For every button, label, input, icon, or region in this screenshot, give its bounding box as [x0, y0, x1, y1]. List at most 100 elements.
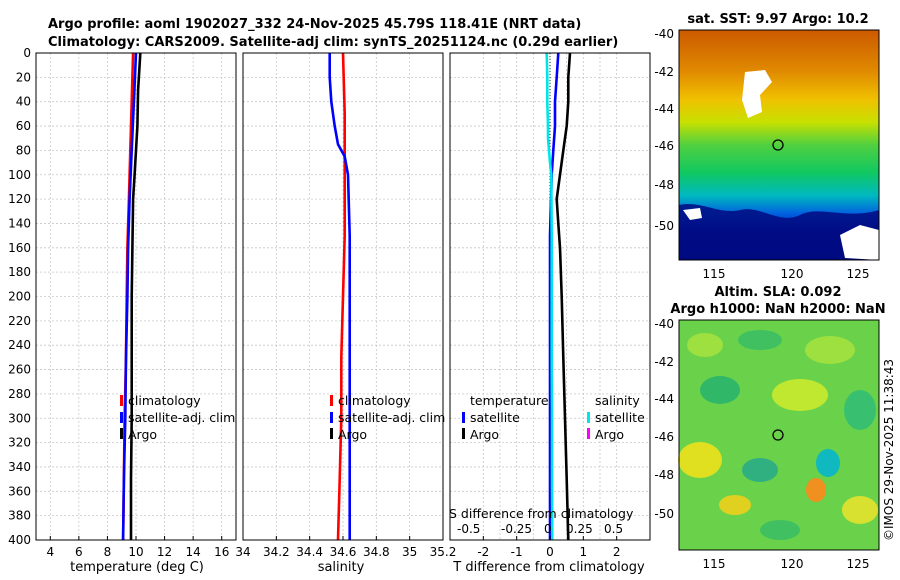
legend-climatology: climatology: [128, 393, 201, 408]
sst-map-title: sat. SST: 9.97 Argo: 10.2: [687, 12, 868, 27]
difference-xlabel: T difference from climatology: [452, 560, 645, 575]
legend-swatch-t-argo: [462, 428, 465, 439]
sst-ytick: -40: [654, 27, 674, 41]
x-tick-label: 4: [46, 545, 54, 559]
argo-position-marker: [772, 429, 784, 441]
y-tick-label: 0: [23, 46, 31, 60]
legend-swatch-s-argo: [587, 428, 590, 439]
series-line-t-argo: [555, 52, 572, 541]
sst-ytick: -48: [654, 178, 674, 192]
y-tick-label: 220: [8, 314, 31, 328]
y-tick-label: 100: [8, 168, 31, 182]
salinity-legend: climatology satellite-adj. clim Argo: [330, 393, 445, 442]
s-tick: -0.25: [501, 522, 532, 536]
sla-anomaly: [760, 520, 800, 540]
legend-swatch-argo: [120, 428, 123, 439]
legend-argo: Argo: [128, 427, 157, 442]
legend-argo: Argo: [338, 427, 367, 442]
sla-xtick: 125: [847, 557, 870, 571]
legend-swatch-s-satellite: [587, 412, 590, 423]
x-tick-label: 34.2: [263, 545, 290, 559]
series-line-s-satellite: [545, 52, 554, 541]
y-tick-label: 20: [16, 70, 31, 84]
x-tick-label: 34.6: [330, 545, 357, 559]
sla-anomaly: [719, 495, 751, 515]
x-tick-label: 14: [186, 545, 201, 559]
x-tick-label: 16: [214, 545, 229, 559]
sst-cloud-mask: [840, 225, 879, 260]
legend-satellite: satellite-adj. clim: [128, 410, 235, 425]
sst-ytick: -42: [654, 65, 674, 79]
x-tick-label: 8: [104, 545, 112, 559]
sla-map-subtitle: Argo h1000: NaN h2000: NaN: [670, 302, 885, 317]
difference-panel: -2 -1 0 1 2: [449, 52, 651, 559]
x-tick-label: 6: [75, 545, 83, 559]
x-tick-label: 0: [546, 545, 554, 559]
x-tick-label: 2: [613, 545, 621, 559]
y-tick-label: 60: [16, 119, 31, 133]
sla-ytick: -50: [654, 507, 674, 521]
sla-xticks: 115 120 125: [703, 557, 870, 571]
series-line-satellite-adj-clim: [328, 53, 352, 540]
imos-timestamp: ©IMOS 29-Nov-2025 11:38:43: [882, 359, 896, 541]
s-difference-ticks: -0.5 -0.25 0 0.25 0.5: [457, 522, 623, 536]
sst-xtick: 120: [781, 267, 804, 281]
sla-ytick: -48: [654, 468, 674, 482]
series-line-argo: [129, 52, 142, 540]
sla-map-title: Altim. SLA: 0.092: [715, 285, 842, 300]
s-tick: 0.25: [566, 522, 593, 536]
y-tick-label: 300: [8, 411, 31, 425]
sla-map-frame: [678, 319, 880, 551]
salinity-xlabel: salinity: [318, 560, 365, 575]
y-tick-label: 360: [8, 484, 31, 498]
sst-ytick: -44: [654, 102, 674, 116]
x-tick-label: 12: [157, 545, 172, 559]
sla-anomaly: [738, 330, 782, 350]
y-tick-label: 380: [8, 509, 31, 523]
sst-xticks: 115 120 125: [703, 267, 870, 281]
sla-xtick: 120: [781, 557, 804, 571]
y-tick-label: 320: [8, 436, 31, 450]
sla-ytick: -42: [654, 355, 674, 369]
sla-map: [678, 319, 880, 551]
legend-t-satellite: satellite: [470, 410, 520, 425]
legend-temperature-heading: temperature: [470, 393, 549, 408]
sst-cloud-mask: [683, 208, 702, 220]
x-tick-label: -1: [511, 545, 523, 559]
legend-swatch-t-satellite: [462, 412, 465, 423]
x-tick-label: 35: [402, 545, 417, 559]
s-difference-label: S difference from climatology: [449, 506, 634, 521]
temperature-panel: 4 6 8 10 12 14 1602040608010012014016018020022…: [8, 46, 237, 559]
header-line2: Climatology: CARS2009. Satellite-adj cli…: [48, 35, 618, 50]
y-tick-label: 160: [8, 241, 31, 255]
y-tick-label: 280: [8, 387, 31, 401]
sst-cold-region: [679, 203, 879, 260]
sla-anomaly: [844, 390, 876, 430]
sst-ytick: -50: [654, 219, 674, 233]
sst-xtick: 115: [703, 267, 726, 281]
x-tick-label: 34.4: [296, 545, 323, 559]
s-tick: -0.5: [457, 522, 480, 536]
sla-yticks: -40 -42 -44 -46 -48 -50: [654, 317, 674, 521]
sla-ytick: -44: [654, 392, 674, 406]
y-tick-label: 400: [8, 533, 31, 547]
sst-map-frame: [678, 29, 880, 261]
x-tick-label: 35.2: [430, 545, 457, 559]
y-tick-label: 180: [8, 265, 31, 279]
series-line-satellite-adj-clim: [121, 52, 138, 541]
legend-salinity-heading: salinity: [595, 393, 640, 408]
legend-swatch-satellite: [120, 412, 123, 423]
legend-swatch-satellite: [330, 412, 333, 423]
y-tick-label: 140: [8, 216, 31, 230]
sst-ytick: -46: [654, 139, 674, 153]
sla-xtick: 115: [703, 557, 726, 571]
sla-anomaly: [678, 442, 722, 478]
legend-satellite: satellite-adj. clim: [338, 410, 445, 425]
legend-swatch-argo: [330, 428, 333, 439]
x-tick-label: 1: [580, 545, 588, 559]
y-tick-label: 200: [8, 290, 31, 304]
sla-anomaly: [806, 478, 826, 502]
sla-ytick: -46: [654, 430, 674, 444]
sla-anomaly: [687, 333, 723, 357]
